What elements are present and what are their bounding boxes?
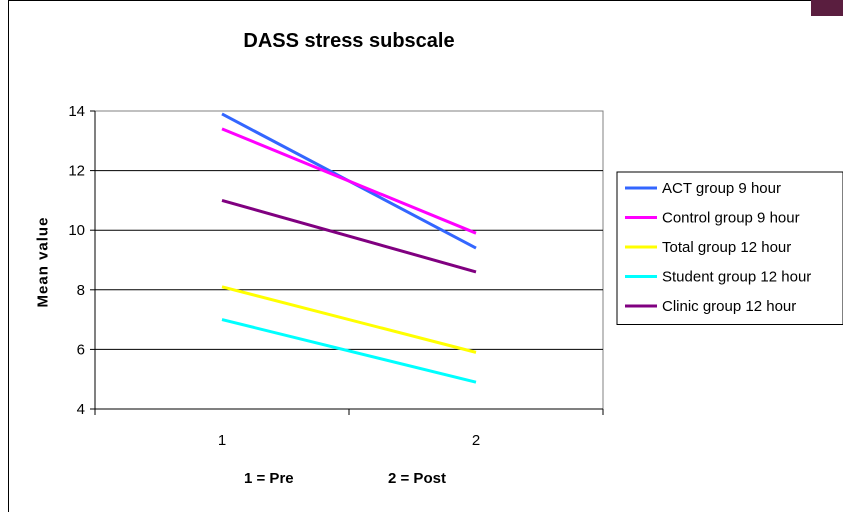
series-line-3 [221,318,477,384]
series-line-2 [221,285,477,354]
corner-decoration [811,0,843,16]
legend-label: Clinic group 12 hour [662,298,796,315]
legend-label: Student group 12 hour [662,269,811,286]
series-line-4 [221,198,477,274]
x-tick-label: 2 [472,432,480,449]
y-tick-label: 12 [68,163,85,180]
chart-title: DASS stress subscale [243,30,455,52]
plot-area [94,110,604,410]
annotation-post: 2 = Post [388,470,446,487]
series-line-1 [221,127,477,235]
y-tick-label: 4 [77,401,85,418]
y-tick-label: 10 [68,222,85,239]
y-tick-label: 14 [68,103,85,120]
chart-frame [8,0,842,512]
y-tick-label: 8 [77,282,85,299]
annotation-pre: 1 = Pre [244,470,294,487]
legend-label: Total group 12 hour [662,239,791,256]
legend-label: Control group 9 hour [662,210,800,227]
y-tick-label: 6 [77,341,85,358]
legend-label: ACT group 9 hour [662,180,781,197]
x-tick-label: 1 [218,432,226,449]
